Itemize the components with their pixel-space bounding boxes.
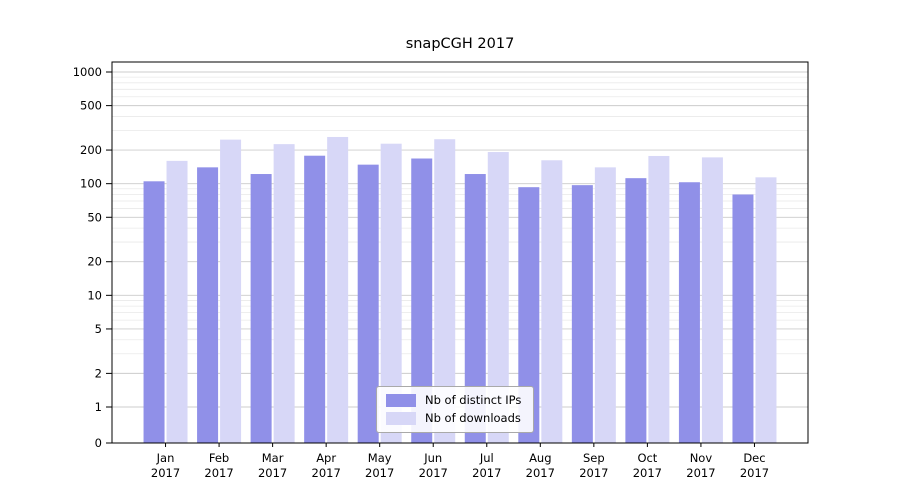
x-tick-label-year: 2017 xyxy=(472,466,501,480)
bar-distinct-ips-apr xyxy=(304,155,326,443)
x-tick-label-year: 2017 xyxy=(686,466,715,480)
legend-swatch-downloads xyxy=(386,411,416,425)
x-tick-label-year: 2017 xyxy=(258,466,287,480)
x-tick-label-month: Nov xyxy=(690,451,713,465)
y-tick-label: 0 xyxy=(95,436,102,450)
x-tick-label-month: Mar xyxy=(262,451,284,465)
y-tick-label: 200 xyxy=(80,143,102,157)
x-tick-label-year: 2017 xyxy=(419,466,448,480)
bar-downloads-jul xyxy=(487,152,509,443)
x-tick-label-month: Jul xyxy=(479,451,494,465)
x-tick-label-month: Feb xyxy=(209,451,229,465)
x-tick-label-month: Jan xyxy=(156,451,175,465)
bar-distinct-ips-dec xyxy=(732,194,754,443)
bar-downloads-mar xyxy=(273,144,295,443)
bar-distinct-ips-may xyxy=(357,164,379,443)
x-tick-label-year: 2017 xyxy=(633,466,662,480)
bar-downloads-sep xyxy=(594,167,616,443)
x-tick-label-year: 2017 xyxy=(526,466,555,480)
x-tick-label-month: Oct xyxy=(637,451,657,465)
x-tick-label-year: 2017 xyxy=(204,466,233,480)
x-tick-label-month: Dec xyxy=(743,451,765,465)
bar-distinct-ips-sep xyxy=(571,185,593,443)
y-tick-label: 5 xyxy=(95,322,102,336)
plot-border xyxy=(111,61,809,444)
bar-downloads-apr xyxy=(327,136,349,443)
legend-swatch-distinct-ips xyxy=(386,393,416,407)
y-tick-label: 20 xyxy=(87,255,102,269)
y-tick-label: 1000 xyxy=(73,65,102,79)
bar-distinct-ips-jul xyxy=(464,174,486,444)
x-tick-label-year: 2017 xyxy=(740,466,769,480)
bar-distinct-ips-jun xyxy=(411,158,433,443)
x-tick-label-month: May xyxy=(368,451,392,465)
bar-distinct-ips-nov xyxy=(678,182,700,444)
x-tick-label-month: Aug xyxy=(529,451,551,465)
x-tick-label-year: 2017 xyxy=(151,466,180,480)
bar-distinct-ips-aug xyxy=(518,187,540,443)
y-tick-label: 50 xyxy=(87,210,102,224)
x-tick-label-year: 2017 xyxy=(365,466,394,480)
y-tick-label: 1 xyxy=(95,400,102,414)
legend-item-downloads: Nb of downloads xyxy=(386,411,521,425)
legend-label-downloads: Nb of downloads xyxy=(425,411,521,425)
y-tick-label: 100 xyxy=(80,177,102,191)
y-tick-label: 2 xyxy=(95,366,102,380)
y-tick-label: 500 xyxy=(80,99,102,113)
x-tick-label-month: Jun xyxy=(423,451,442,465)
bar-distinct-ips-oct xyxy=(625,178,647,443)
bar-distinct-ips-mar xyxy=(250,174,272,444)
bar-downloads-oct xyxy=(648,155,670,443)
bar-downloads-jan xyxy=(166,160,188,443)
x-tick-label-year: 2017 xyxy=(312,466,341,480)
bar-downloads-may xyxy=(380,143,402,444)
x-tick-label-year: 2017 xyxy=(579,466,608,480)
legend-item-distinct-ips: Nb of distinct IPs xyxy=(386,393,521,407)
bar-downloads-jun xyxy=(434,139,456,443)
x-tick-label-month: Apr xyxy=(316,451,336,465)
bar-downloads-dec xyxy=(755,177,777,443)
bar-distinct-ips-jan xyxy=(143,181,165,443)
legend-label-distinct-ips: Nb of distinct IPs xyxy=(425,393,522,407)
bar-downloads-aug xyxy=(541,160,563,444)
y-tick-label: 10 xyxy=(87,288,102,302)
legend: Nb of distinct IPs Nb of downloads xyxy=(376,386,535,433)
bar-distinct-ips-feb xyxy=(197,167,219,443)
bar-downloads-feb xyxy=(220,139,242,443)
x-tick-label-month: Sep xyxy=(583,451,605,465)
bar-downloads-nov xyxy=(701,157,723,443)
chart-title: snapCGH 2017 xyxy=(405,36,515,52)
